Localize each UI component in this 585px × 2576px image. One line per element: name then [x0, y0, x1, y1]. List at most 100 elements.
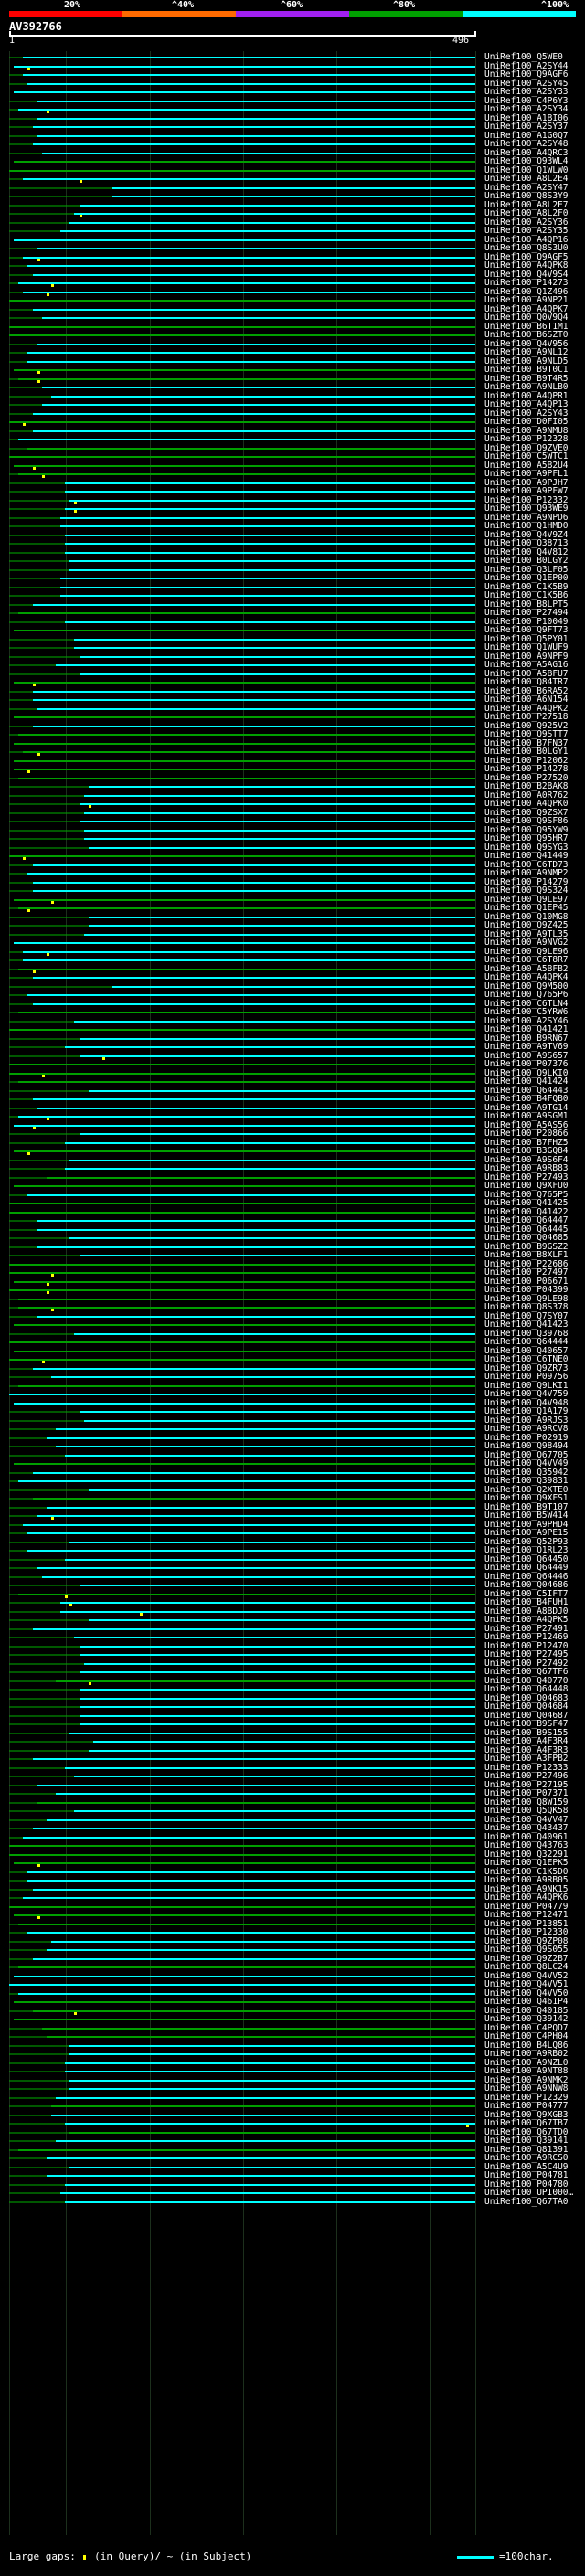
hit-alignment-bar[interactable]: [23, 74, 475, 76]
hit-alignment-bar[interactable]: [74, 1810, 475, 1812]
hit-row[interactable]: UniRef100_Q8W159: [0, 1797, 585, 1809]
hit-label[interactable]: UniRef100_Q9STT7: [484, 729, 569, 739]
hit-label[interactable]: UniRef100_A2SY37: [484, 122, 569, 132]
hit-alignment-bar[interactable]: [14, 2001, 475, 2003]
hit-row[interactable]: UniRef100_A9RB02: [0, 2048, 585, 2061]
hit-row[interactable]: UniRef100_Q93WE9: [0, 503, 585, 515]
hit-row[interactable]: UniRef100_Q40657: [0, 1345, 585, 1358]
hit-row[interactable]: UniRef100_A0R762: [0, 790, 585, 802]
hit-row[interactable]: UniRef100_A9PHD4: [0, 1519, 585, 1532]
hit-row[interactable]: UniRef100_A2SY37: [0, 121, 585, 133]
hit-row[interactable]: UniRef100_Q10MG8: [0, 911, 585, 924]
hit-label[interactable]: UniRef100_P12332: [484, 494, 569, 505]
hit-alignment-bar[interactable]: [18, 439, 475, 440]
hit-row[interactable]: UniRef100_P04781: [0, 2169, 585, 2182]
hit-label[interactable]: UniRef100_P27492: [484, 1658, 569, 1669]
hit-row[interactable]: UniRef100_Q765P5: [0, 1189, 585, 1202]
hit-label[interactable]: UniRef100_A9SGM1: [484, 1111, 569, 1121]
hit-alignment-bar[interactable]: [65, 508, 475, 510]
hit-row[interactable]: UniRef100_A9S657: [0, 1050, 585, 1063]
hit-row[interactable]: UniRef100_P14278: [0, 763, 585, 776]
hit-row[interactable]: UniRef100_Q41423: [0, 1319, 585, 1331]
hit-row[interactable]: UniRef100_Q765P6: [0, 989, 585, 1002]
hit-label[interactable]: UniRef100_A9NLD5: [484, 355, 569, 366]
hit-row[interactable]: UniRef100_C4PQD7: [0, 2022, 585, 2035]
hit-alignment-bar[interactable]: [65, 1168, 475, 1170]
hit-row[interactable]: UniRef100_A4F3R4: [0, 1735, 585, 1748]
hit-row[interactable]: UniRef100_B9GSZ2: [0, 1241, 585, 1254]
hit-alignment-bar[interactable]: [112, 985, 475, 988]
hit-alignment-bar[interactable]: [41, 387, 475, 388]
hit-label[interactable]: UniRef100_Q67TF6: [484, 1667, 569, 1677]
hit-row[interactable]: UniRef100_P22686: [0, 1258, 585, 1271]
hit-row[interactable]: UniRef100_Q64444: [0, 1336, 585, 1349]
hit-row[interactable]: UniRef100_A1G0Q7: [0, 130, 585, 143]
hit-alignment-bar[interactable]: [69, 2053, 475, 2055]
hit-row[interactable]: UniRef100_Q4VV47: [0, 1814, 585, 1827]
hit-row[interactable]: UniRef100_A9RB83: [0, 1162, 585, 1175]
hit-label[interactable]: UniRef100_Q3LF05: [484, 564, 569, 575]
hit-label[interactable]: UniRef100_A4QPK8: [484, 260, 569, 270]
hit-row[interactable]: UniRef100_P27195: [0, 1779, 585, 1792]
hit-alignment-bar[interactable]: [60, 525, 475, 527]
hit-label[interactable]: UniRef100_A9NT88: [484, 2066, 569, 2076]
hit-alignment-bar[interactable]: [65, 2200, 475, 2203]
hit-alignment-bar[interactable]: [69, 499, 475, 502]
hit-alignment-bar[interactable]: [14, 769, 475, 770]
hit-label[interactable]: UniRef100_C6TD73: [484, 859, 569, 870]
hit-label[interactable]: UniRef100_Q64449: [484, 1563, 569, 1573]
hit-row[interactable]: UniRef100_A9NPD6: [0, 512, 585, 525]
hit-label[interactable]: UniRef100_A8L2F0: [484, 208, 569, 218]
hit-row[interactable]: UniRef100_A2SY33: [0, 86, 585, 99]
hit-row[interactable]: UniRef100_Q41425: [0, 1197, 585, 1210]
hit-alignment-bar[interactable]: [46, 2157, 475, 2159]
hit-row[interactable]: UniRef100_Q67TA0: [0, 2196, 585, 2209]
hit-alignment-bar[interactable]: [92, 1741, 475, 1743]
hit-label[interactable]: UniRef100_A9RB83: [484, 1163, 569, 1173]
hit-alignment-bar[interactable]: [46, 1506, 475, 1509]
hit-alignment-bar[interactable]: [37, 1107, 475, 1109]
hit-alignment-bar[interactable]: [74, 213, 475, 215]
hit-alignment-bar[interactable]: [14, 716, 475, 718]
hit-row[interactable]: UniRef100_B8XLF1: [0, 1249, 585, 1262]
hit-row[interactable]: UniRef100_P12329: [0, 2092, 585, 2104]
hit-row[interactable]: UniRef100_Q9ZSX7: [0, 807, 585, 820]
hit-row[interactable]: UniRef100_P14279: [0, 876, 585, 889]
hit-alignment-bar[interactable]: [14, 1124, 475, 1127]
hit-alignment-bar[interactable]: [88, 1619, 475, 1621]
hit-row[interactable]: UniRef100_A4QPK6: [0, 1892, 585, 1904]
hit-label[interactable]: UniRef100_A9RJS3: [484, 1415, 569, 1426]
hit-row[interactable]: UniRef100_Q38713: [0, 537, 585, 550]
hit-alignment-bar[interactable]: [60, 1602, 475, 1604]
hit-row[interactable]: UniRef100_A9RCV8: [0, 1423, 585, 1436]
hit-label[interactable]: UniRef100_A4QPK2: [484, 703, 569, 714]
hit-row[interactable]: UniRef100_A8L2F0: [0, 207, 585, 220]
hit-row[interactable]: UniRef100_P27496: [0, 1770, 585, 1783]
hit-label[interactable]: UniRef100_Q2XTE0: [484, 1484, 569, 1495]
hit-label[interactable]: UniRef100_Q9LKI1: [484, 1380, 569, 1391]
hit-row[interactable]: UniRef100_C6TD73: [0, 859, 585, 872]
hit-row[interactable]: UniRef100_C4PH04: [0, 2030, 585, 2043]
hit-label[interactable]: UniRef100_A9PFW7: [484, 486, 569, 496]
hit-alignment-bar[interactable]: [74, 1637, 475, 1638]
hit-label[interactable]: UniRef100_B9GSZ2: [484, 1241, 569, 1252]
hit-alignment-bar[interactable]: [14, 1402, 475, 1405]
hit-alignment-bar[interactable]: [46, 2036, 475, 2038]
hit-row[interactable]: UniRef100_Q1WUF9: [0, 641, 585, 654]
hit-row[interactable]: UniRef100_A9NNW8: [0, 2083, 585, 2095]
hit-alignment-bar[interactable]: [32, 864, 475, 866]
hit-alignment-bar[interactable]: [14, 1324, 475, 1326]
hit-alignment-bar[interactable]: [9, 456, 475, 458]
hit-label[interactable]: UniRef100_B9T0C1: [484, 365, 569, 375]
hit-row[interactable]: UniRef100_P27492: [0, 1658, 585, 1670]
hit-row[interactable]: UniRef100_C6T8R7: [0, 954, 585, 967]
hit-label[interactable]: UniRef100_A4QPK7: [484, 303, 569, 314]
hit-label[interactable]: UniRef100_A2SY35: [484, 226, 569, 236]
hit-label[interactable]: UniRef100_Q41421: [484, 1024, 569, 1034]
hit-alignment-bar[interactable]: [32, 1627, 475, 1630]
hit-alignment-bar[interactable]: [41, 2027, 475, 2030]
hit-alignment-bar[interactable]: [79, 1037, 475, 1040]
hit-label[interactable]: UniRef100_P12469: [484, 1632, 569, 1642]
hit-row[interactable]: UniRef100_B7FHZ5: [0, 1137, 585, 1150]
hit-label[interactable]: UniRef100_P14273: [484, 278, 569, 288]
